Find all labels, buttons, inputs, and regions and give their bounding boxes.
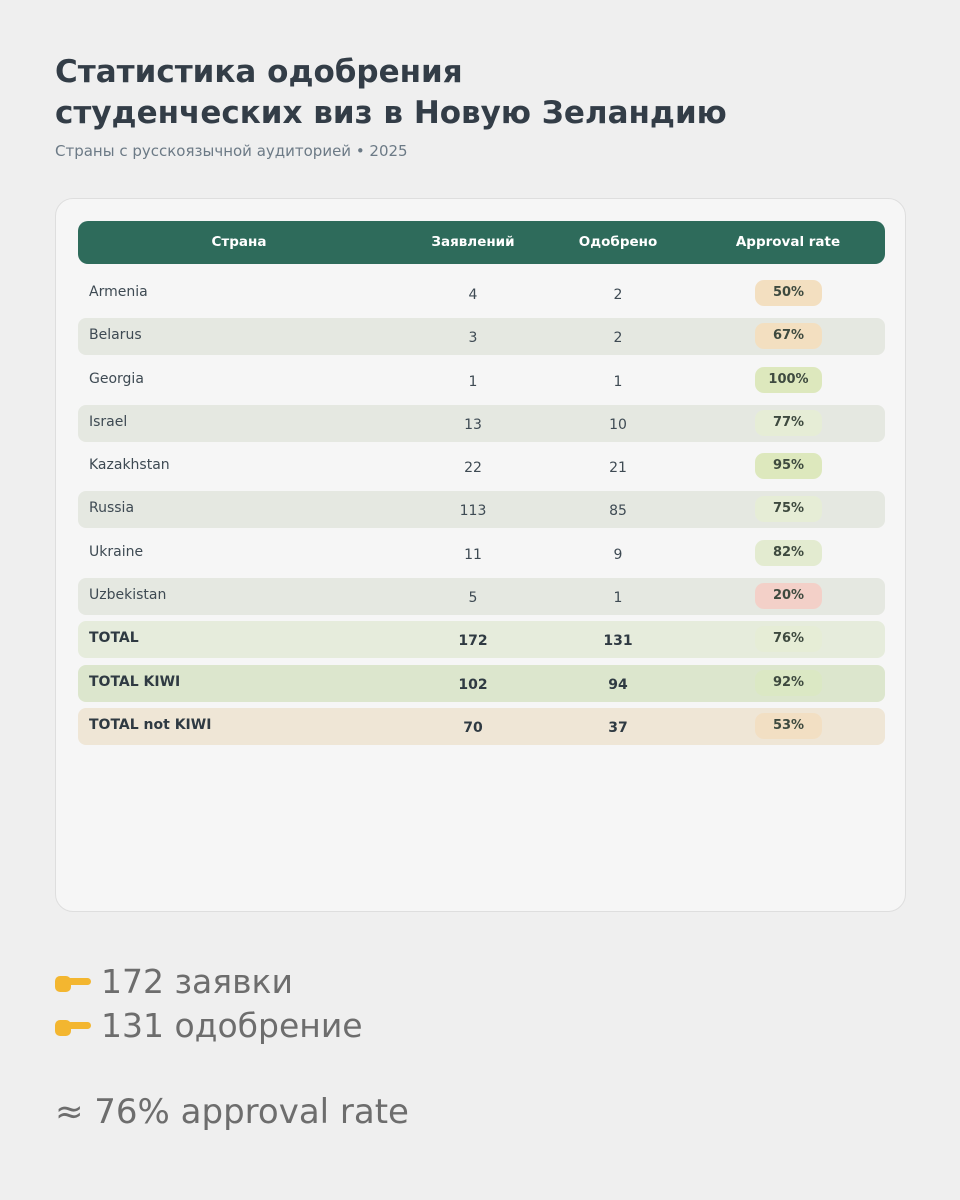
table-row: Ukraine 11 9 82% [78,535,885,572]
table-row-total: TOTAL KIWI 102 94 92% [78,664,885,702]
cell-applications: 172 [458,633,488,650]
cell-country: TOTAL [89,630,139,647]
cell-applications: 113 [459,503,487,520]
cell-approved: 2 [613,287,623,303]
pointing-hand-icon [55,970,91,994]
approval-rate-badge: 53% [755,712,822,739]
table-header: Страна Заявлений Одобрено Approval rate [78,221,885,264]
cell-country: Armenia [89,284,148,300]
cell-country: Belarus [89,327,142,344]
cell-approved: 1 [613,373,623,390]
visa-stats-table: Страна Заявлений Одобрено Approval rate … [78,221,885,751]
cell-approved: 1 [613,590,623,607]
table-body: Armenia 4 2 50% Belarus 3 2 67% Georgia 1 1 100% Isr… [78,275,885,745]
cell-approved: 2 [613,330,623,347]
cell-applications: 11 [464,546,482,563]
summary-approved-text: 131 одобрение [101,1006,363,1045]
approval-rate-badge: 92% [755,669,822,696]
cell-approved: 94 [608,676,628,693]
cell-applications: 3 [468,330,478,347]
cell-country: TOTAL not KIWI [89,716,212,733]
approval-rate-badge: 20% [755,583,822,610]
cell-applications: 1 [468,373,478,390]
cell-country: Israel [89,413,128,430]
cell-country: Uzbekistan [89,587,167,604]
cell-approved: 85 [609,503,627,520]
page-title: Статистика одобрения студенческих виз в … [55,52,915,134]
cell-applications: 4 [468,287,478,303]
header-applications: Заявлений [431,234,515,250]
summary-applications-text: 172 заявки [101,962,293,1001]
header-approval-rate: Approval rate [735,234,841,250]
table-row: Russia 113 85 75% [78,491,885,529]
table-row: Armenia 4 2 50% [78,275,885,312]
approval-rate-badge: 76% [755,626,822,653]
pointing-hand-icon [55,1014,91,1038]
cell-applications: 5 [468,590,478,607]
approval-rate-badge: 67% [755,323,822,350]
cell-approved: 9 [613,546,623,563]
title-line-1: Статистика одобрения [55,54,463,90]
summary-applications: 172 заявки [55,960,915,1004]
table-row-total: TOTAL 172 131 76% [78,621,885,659]
header-country: Страна [211,234,267,250]
title-line-2: студенческих виз в Новую Зеландию [55,95,727,131]
cell-applications: 102 [458,676,488,693]
cell-approved: 21 [609,460,627,477]
cell-applications: 70 [463,719,483,736]
cell-country: TOTAL KIWI [89,673,181,690]
cell-country: Georgia [89,370,144,387]
approval-rate-badge: 95% [755,453,822,480]
summary-approved: 131 одобрение [55,1004,915,1048]
table-card: Страна Заявлений Одобрено Approval rate … [55,198,906,912]
summary: 172 заявки 131 одобрение ≈ 76% approval … [55,960,915,1134]
cell-country: Russia [89,500,135,517]
approval-rate-badge: 50% [755,280,822,306]
table-row-total: TOTAL not KIWI 70 37 53% [78,707,885,745]
cell-country: Kazakhstan [89,457,170,474]
approval-rate-badge: 75% [755,496,822,523]
header-approved: Одобрено [578,234,658,250]
table-row: Kazakhstan 22 21 95% [78,448,885,485]
cell-approved: 131 [603,633,633,650]
cell-approved: 10 [609,416,627,433]
approval-rate-badge: 100% [755,366,822,393]
approval-rate-badge: 77% [755,409,822,436]
approval-rate-badge: 82% [755,539,822,566]
cell-applications: 13 [464,416,482,433]
page-subtitle: Страны с русскоязычной аудиторией • 2025 [55,142,408,160]
cell-country: Ukraine [89,543,144,560]
cell-approved: 37 [608,719,628,736]
table-row: Belarus 3 2 67% [78,318,885,356]
cell-applications: 22 [464,460,482,477]
table-row: Georgia 1 1 100% [78,362,885,399]
table-row: Israel 13 10 77% [78,404,885,442]
summary-rate: ≈ 76% approval rate [55,1092,409,1132]
table-row: Uzbekistan 5 1 20% [78,578,885,616]
